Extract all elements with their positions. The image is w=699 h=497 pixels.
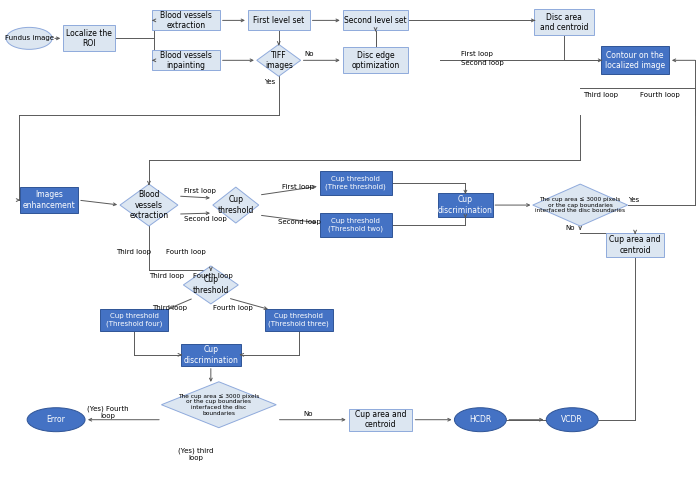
- Text: Localize the
ROI: Localize the ROI: [66, 29, 112, 48]
- Text: Second loop: Second loop: [461, 60, 504, 66]
- FancyBboxPatch shape: [343, 47, 408, 73]
- Text: Second loop: Second loop: [184, 216, 226, 222]
- FancyBboxPatch shape: [601, 46, 669, 74]
- Text: HCDR: HCDR: [469, 415, 491, 424]
- Text: Images
enhancement: Images enhancement: [23, 190, 75, 210]
- Text: Cup area and
centroid: Cup area and centroid: [610, 235, 661, 254]
- FancyBboxPatch shape: [63, 25, 115, 51]
- FancyBboxPatch shape: [152, 50, 219, 70]
- Polygon shape: [257, 44, 301, 77]
- Text: Second loop: Second loop: [278, 219, 320, 225]
- Polygon shape: [533, 184, 628, 226]
- FancyBboxPatch shape: [319, 171, 391, 195]
- Polygon shape: [183, 266, 238, 304]
- Text: Contour on the
localized image: Contour on the localized image: [605, 51, 665, 70]
- Text: Blood vessels
inpainting: Blood vessels inpainting: [160, 51, 212, 70]
- Polygon shape: [212, 187, 259, 223]
- FancyBboxPatch shape: [606, 233, 664, 257]
- FancyBboxPatch shape: [343, 10, 408, 30]
- Text: Fundus image: Fundus image: [5, 35, 54, 41]
- Text: Third loop: Third loop: [583, 92, 618, 98]
- Text: Disc area
and centroid: Disc area and centroid: [540, 13, 589, 32]
- Text: Yes: Yes: [264, 80, 275, 85]
- Text: VCDR: VCDR: [561, 415, 583, 424]
- Text: (Yes) Fourth
loop: (Yes) Fourth loop: [87, 406, 129, 419]
- Text: First loop: First loop: [282, 184, 314, 190]
- FancyBboxPatch shape: [534, 9, 594, 35]
- Text: Third loop: Third loop: [152, 305, 187, 311]
- Text: Fourth loop: Fourth loop: [166, 249, 206, 255]
- Text: The cup area ≤ 3000 pixels
or the cup boundaries
interfaced the disc
boundaries: The cup area ≤ 3000 pixels or the cup bo…: [178, 394, 259, 416]
- Text: Cup
discrimination: Cup discrimination: [438, 195, 493, 215]
- Text: Cup threshold
(Three threshold): Cup threshold (Three threshold): [325, 176, 386, 190]
- Text: First loop: First loop: [461, 51, 493, 57]
- FancyBboxPatch shape: [181, 344, 240, 366]
- Text: No: No: [303, 411, 313, 416]
- Text: Third loop: Third loop: [149, 273, 184, 279]
- Text: Cup
discrimination: Cup discrimination: [183, 345, 238, 364]
- Text: Disc edge
optimization: Disc edge optimization: [352, 51, 400, 70]
- Text: Error: Error: [47, 415, 66, 424]
- Text: Fourth loop: Fourth loop: [212, 305, 252, 311]
- Text: Fourth loop: Fourth loop: [640, 92, 680, 98]
- Polygon shape: [120, 184, 178, 226]
- Text: First loop: First loop: [184, 188, 216, 194]
- FancyBboxPatch shape: [152, 10, 219, 30]
- Ellipse shape: [546, 408, 598, 432]
- Text: No: No: [565, 225, 575, 231]
- FancyBboxPatch shape: [247, 10, 310, 30]
- Ellipse shape: [6, 27, 52, 49]
- Text: Cup
threshold: Cup threshold: [217, 195, 254, 215]
- FancyBboxPatch shape: [100, 309, 168, 331]
- Text: No: No: [305, 51, 314, 57]
- Text: Cup area and
centroid: Cup area and centroid: [355, 410, 406, 429]
- Text: First level set: First level set: [253, 16, 304, 25]
- Ellipse shape: [27, 408, 85, 432]
- Text: Blood
vessels
extraction: Blood vessels extraction: [129, 190, 168, 220]
- Ellipse shape: [454, 408, 506, 432]
- Text: The cup area ≤ 3000 pixels
or the cap boundaries
interfaced the disc boundaries: The cup area ≤ 3000 pixels or the cap bo…: [535, 197, 626, 213]
- FancyBboxPatch shape: [349, 409, 412, 431]
- Text: Cup threshold
(Threshold two): Cup threshold (Threshold two): [328, 218, 383, 232]
- FancyBboxPatch shape: [265, 309, 333, 331]
- Text: Second level set: Second level set: [344, 16, 407, 25]
- Text: Fourth loop: Fourth loop: [193, 273, 233, 279]
- Text: Yes: Yes: [628, 197, 640, 203]
- FancyBboxPatch shape: [319, 213, 391, 237]
- Text: Cup threshold
(Threshold four): Cup threshold (Threshold four): [106, 313, 162, 327]
- Text: Cup threshold
(Threshold three): Cup threshold (Threshold three): [268, 313, 329, 327]
- Text: Cup
threshold: Cup threshold: [193, 275, 229, 295]
- Polygon shape: [161, 382, 276, 428]
- Text: (Yes) third
loop: (Yes) third loop: [178, 448, 214, 461]
- FancyBboxPatch shape: [438, 193, 493, 217]
- Text: TIFF
images: TIFF images: [265, 51, 293, 70]
- FancyBboxPatch shape: [20, 187, 78, 213]
- Text: Third loop: Third loop: [116, 249, 151, 255]
- Text: Blood vessels
extraction: Blood vessels extraction: [160, 11, 212, 30]
